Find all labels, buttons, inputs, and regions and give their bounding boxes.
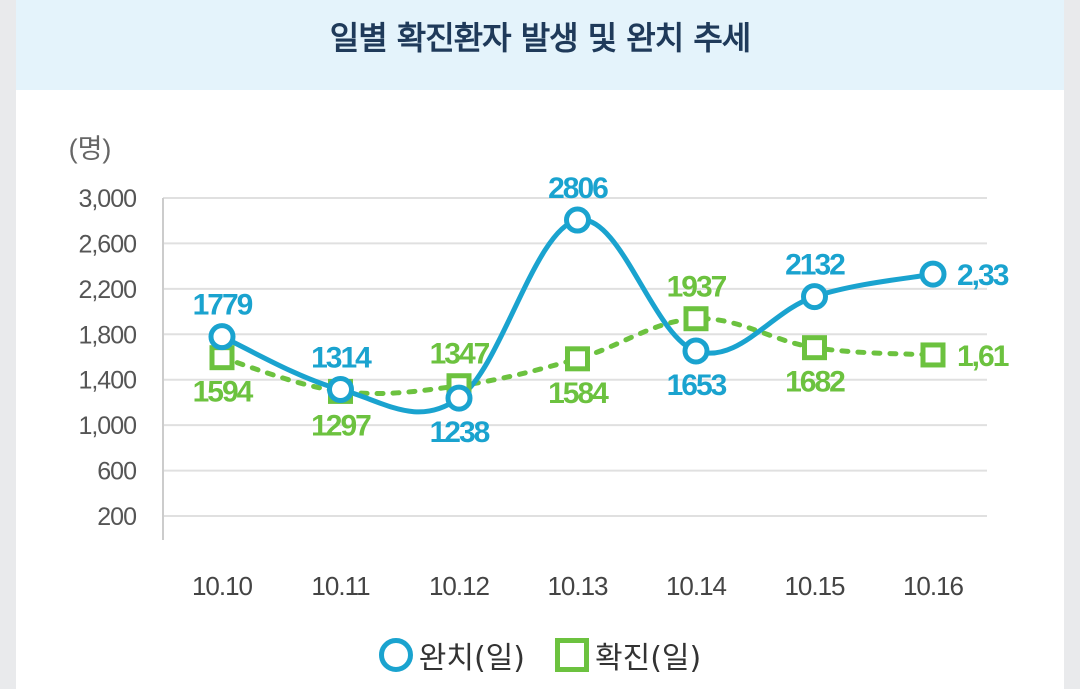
y-tick-label: 1,800	[78, 321, 136, 349]
point-marker-recovered	[564, 206, 591, 234]
y-tick-label: 2,200	[78, 276, 136, 304]
point-marker-recovered	[445, 384, 473, 412]
data-label-recovered: 1653	[667, 369, 727, 402]
data-label-confirmed: 1584	[548, 377, 609, 410]
point-marker-recovered	[208, 323, 236, 351]
data-label-recovered: 1779	[193, 289, 253, 322]
point-marker-recovered	[919, 260, 947, 288]
data-label-recovered: 2806	[548, 172, 608, 205]
y-tick-label: 3,000	[78, 185, 136, 213]
y-tick-label: 600	[97, 458, 136, 486]
point-marker-confirmed	[209, 345, 235, 371]
legend: 완치(일) 확진(일)	[0, 630, 1080, 680]
y-tick-label: 1,000	[78, 412, 136, 440]
point-marker-recovered	[682, 337, 710, 365]
point-marker-confirmed	[802, 335, 827, 361]
data-label-confirmed: 1347	[430, 338, 490, 371]
x-tick-label: 10.11	[311, 571, 370, 601]
circle-marker-icon	[378, 638, 413, 672]
data-label-confirmed: 1,61	[957, 340, 1009, 373]
legend-item-recovered: 완치(일)	[378, 633, 525, 677]
x-tick-label: 10.13	[547, 571, 608, 601]
x-tick-label: 10.12	[429, 571, 490, 601]
chart-card	[16, 0, 1064, 689]
x-tick-label: 10.15	[784, 571, 845, 601]
y-tick-label: 200	[97, 503, 136, 531]
y-tick-label: 2,600	[78, 230, 136, 258]
y-unit-label: (명)	[69, 134, 112, 164]
x-tick-label: 10.16	[903, 571, 964, 601]
x-tick-label: 10.14	[666, 571, 727, 601]
data-label-confirmed: 1937	[667, 271, 727, 304]
point-marker-confirmed	[565, 346, 590, 372]
y-tick-label: 1,400	[78, 367, 136, 395]
point-marker-confirmed	[683, 306, 709, 332]
square-marker-icon	[555, 638, 589, 672]
point-marker-confirmed	[920, 342, 946, 368]
data-label-recovered: 1314	[311, 341, 372, 374]
title-band: 일별 확진환자 발생 및 완치 추세	[16, 0, 1064, 90]
point-marker-recovered	[327, 375, 354, 403]
legend-item-confirmed: 확진(일)	[555, 633, 701, 677]
data-label-recovered: 2,33	[957, 259, 1009, 292]
data-label-recovered: 1238	[430, 416, 490, 449]
legend-label-recovered: 완치(일)	[418, 641, 525, 676]
data-label-confirmed: 1297	[311, 409, 371, 442]
data-label-confirmed: 1682	[785, 366, 845, 399]
data-label-recovered: 2132	[785, 249, 845, 282]
chart-title: 일별 확진환자 발생 및 완치 추세	[329, 19, 751, 57]
point-marker-recovered	[801, 283, 828, 311]
legend-label-confirmed: 확진(일)	[595, 641, 702, 676]
data-label-confirmed: 1594	[193, 376, 254, 409]
x-tick-label: 10.10	[192, 571, 253, 601]
